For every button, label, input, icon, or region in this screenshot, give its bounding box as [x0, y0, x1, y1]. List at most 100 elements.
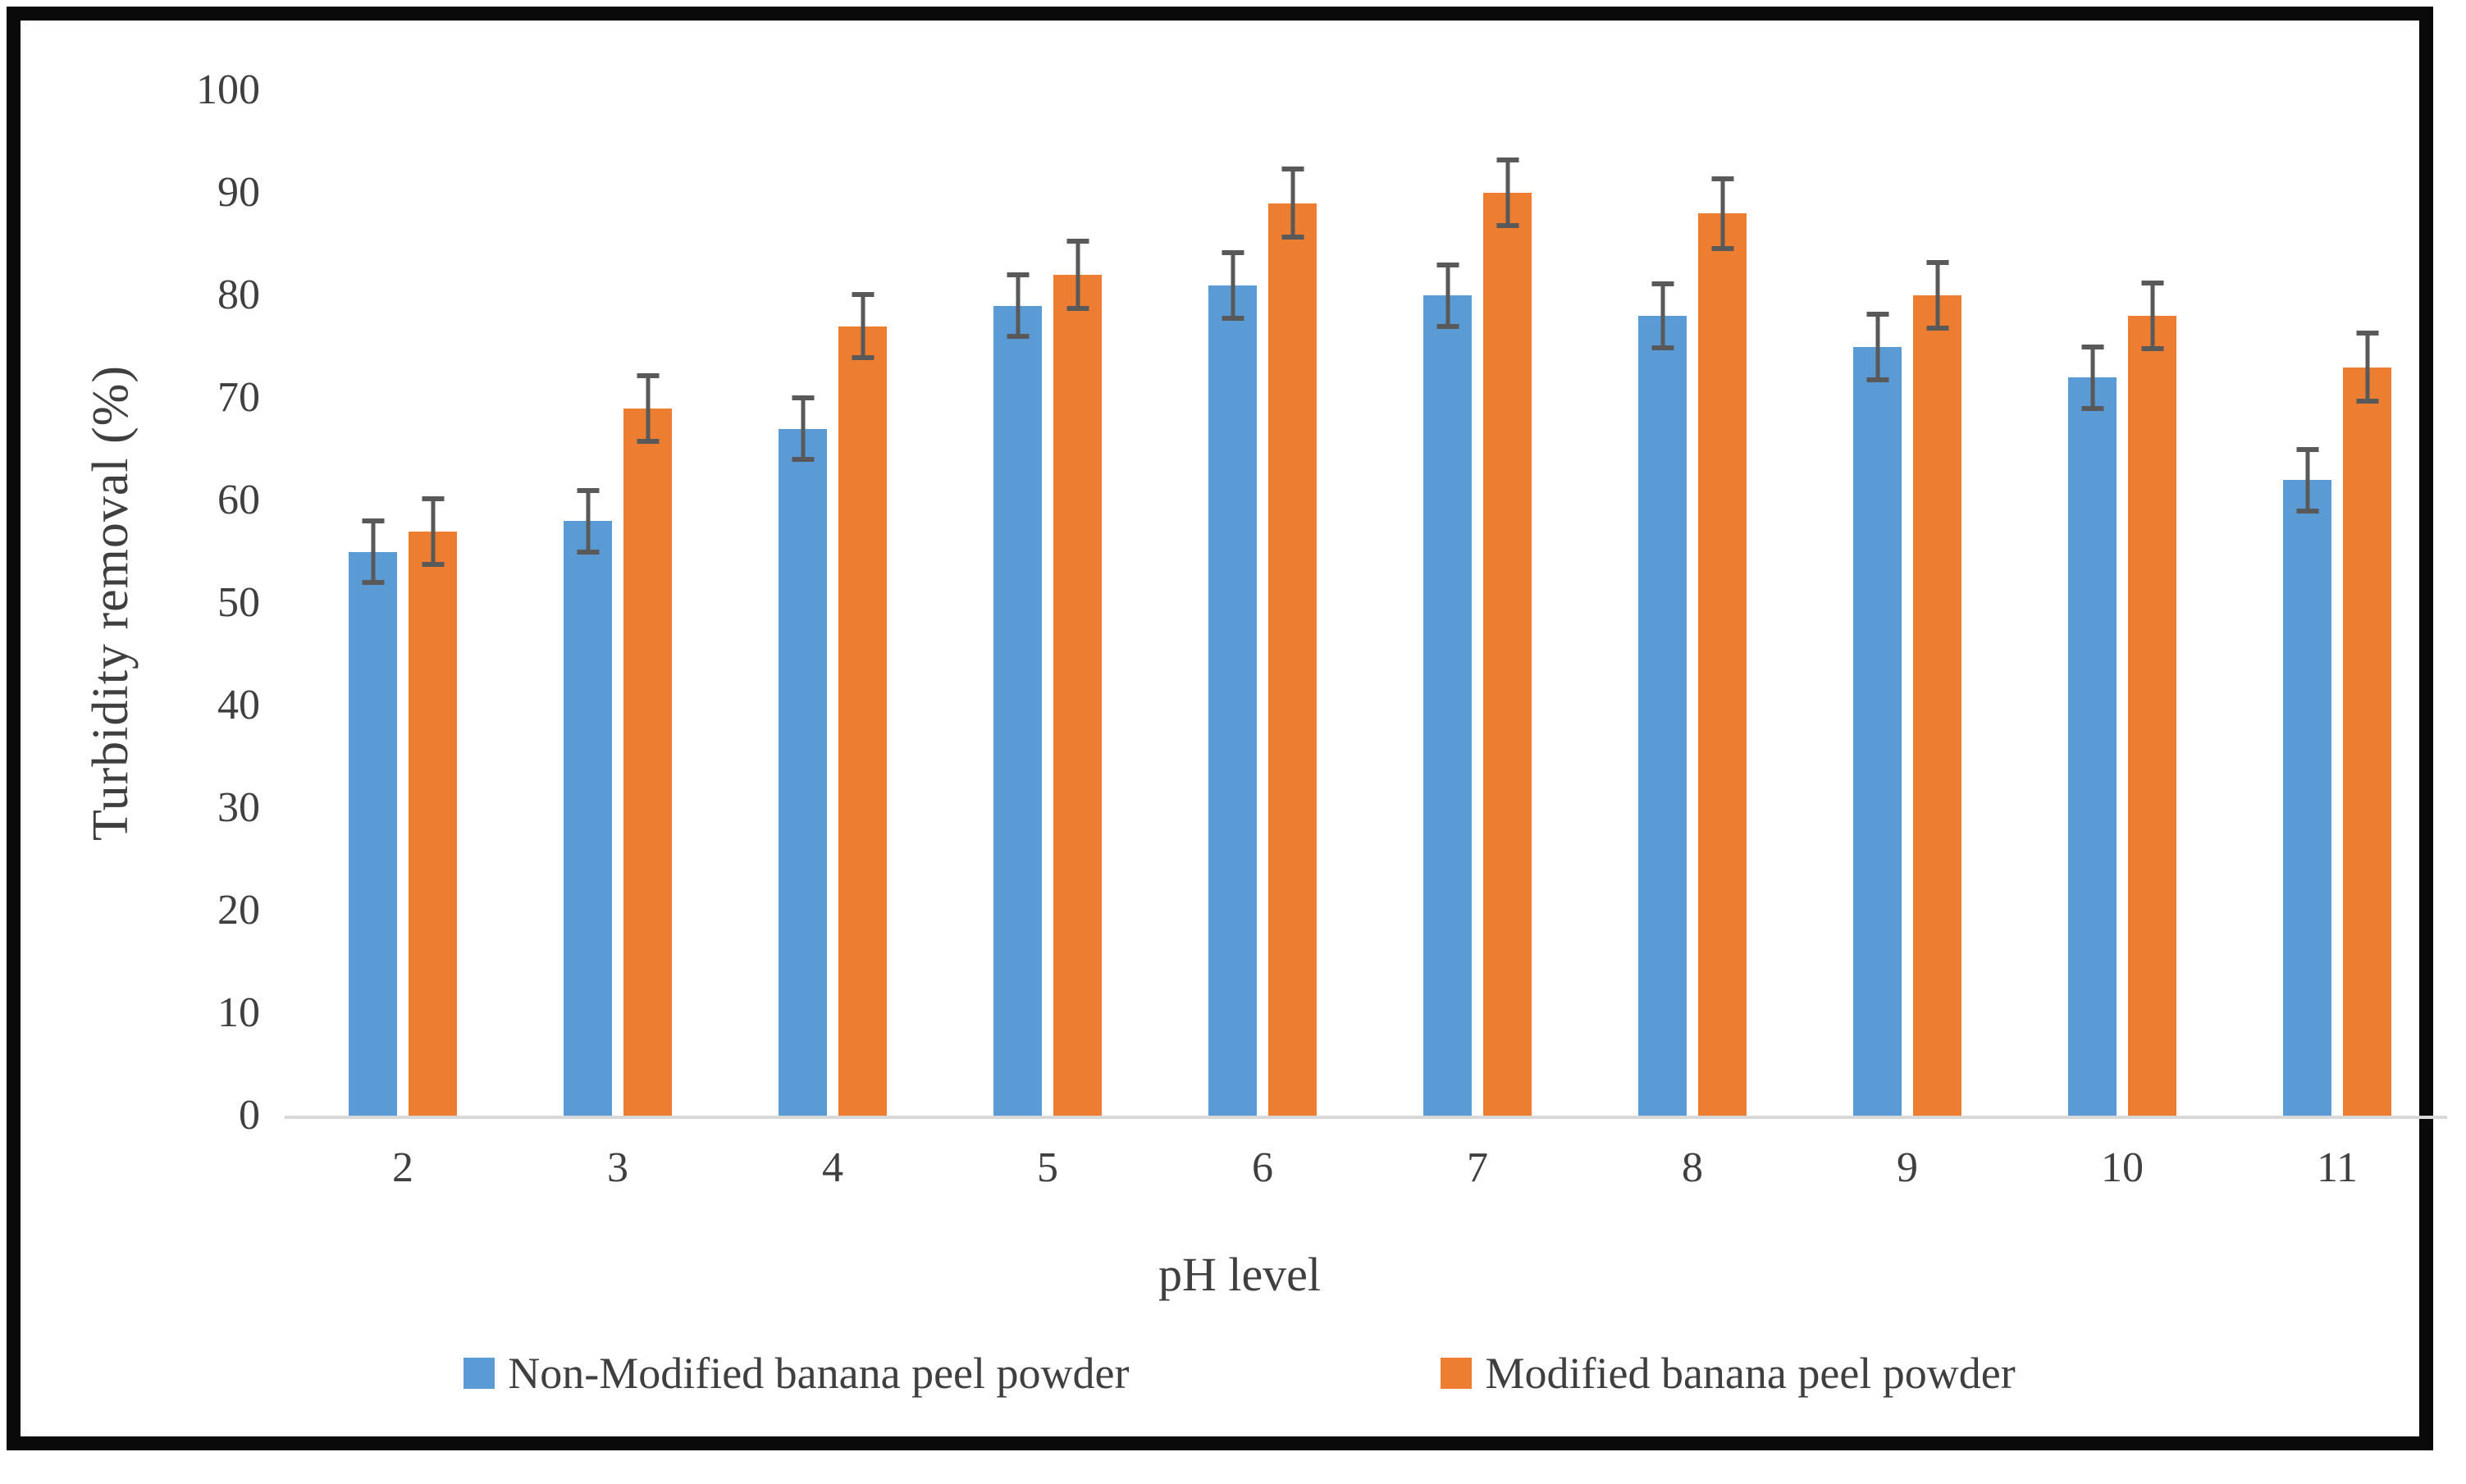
error-bar-cap-top — [1496, 158, 1518, 162]
bar-non-modified-ph-10 — [2068, 344, 2117, 1116]
legend: Non-Modified banana peel powder Modified… — [40, 1351, 2439, 1395]
error-bar-line — [1290, 169, 1295, 237]
bar-non-modified-ph-8 — [1638, 281, 1687, 1116]
bar-non-modified-ph-5 — [993, 272, 1042, 1116]
error-bar-line — [1875, 313, 1879, 380]
x-axis-line — [285, 1116, 2447, 1119]
bar-modified-ph-5 — [1053, 238, 1102, 1116]
error-bar-cap-bottom — [1496, 223, 1518, 228]
error-bar-line — [1016, 275, 1020, 336]
error-bar-cap-top — [1222, 249, 1244, 255]
error-bar-cap-bottom — [1066, 306, 1089, 312]
error-bar-cap-bottom — [1926, 326, 1948, 331]
bar-non-modified-ph-3 — [564, 487, 612, 1116]
bar-modified-ph-2 — [409, 495, 457, 1116]
bar-group-ph-4 — [725, 90, 940, 1116]
x-tick-label-8: 8 — [1682, 1144, 1703, 1191]
legend-item-modified: Modified banana peel powder — [1441, 1349, 2016, 1398]
x-tick-label-2: 2 — [392, 1144, 413, 1191]
error-bar-line — [586, 490, 590, 552]
bar-modified-ph-10 — [2128, 281, 2176, 1116]
bar-modified-ph-3 — [623, 372, 672, 1116]
bar-group-ph-3 — [510, 90, 725, 1116]
y-tick-label-50: 50 — [217, 579, 260, 626]
error-bar-cap-bottom — [362, 580, 384, 585]
error-bar-cap-bottom — [792, 457, 814, 462]
bar-group-ph-8 — [1585, 90, 1800, 1116]
x-tick-label-3: 3 — [607, 1144, 628, 1191]
legend-label-non-modified: Non-Modified banana peel powder — [508, 1349, 1130, 1398]
error-bar-cap-bottom — [637, 438, 659, 444]
error-bar-cap-bottom — [852, 355, 874, 361]
error-bar-cap-top — [637, 372, 659, 378]
y-tick-label-0: 0 — [239, 1092, 260, 1139]
bar-group-ph-6 — [1155, 90, 1370, 1116]
y-tick-label-10: 10 — [217, 989, 260, 1036]
x-tick-label-7: 7 — [1467, 1144, 1488, 1191]
error-bar-cap-bottom — [1222, 315, 1244, 321]
error-bar-cap-bottom — [1866, 377, 1888, 382]
error-bar-cap-top — [1711, 176, 1733, 181]
bar-group-ph-10 — [2015, 90, 2230, 1116]
error-bar-cap-top — [852, 291, 874, 297]
error-bar-cap-bottom — [2296, 508, 2318, 514]
error-bar-cap-top — [1007, 272, 1029, 277]
y-tick-label-30: 30 — [217, 784, 260, 831]
error-bar-line — [1660, 284, 1665, 348]
bar-group-ph-2 — [295, 90, 510, 1116]
legend-swatch-non-modified-icon — [464, 1358, 495, 1389]
bar-non-modified-ph-2 — [349, 518, 397, 1116]
bar-modified-ph-6 — [1268, 167, 1317, 1116]
error-bar-cap-bottom — [1436, 323, 1459, 329]
error-bar-cap-bottom — [577, 549, 599, 555]
x-tick-label-9: 9 — [1897, 1144, 1918, 1191]
x-axis-title: pH level — [1158, 1248, 1322, 1301]
error-bar-line — [1445, 264, 1450, 326]
error-bar-line — [2305, 449, 2309, 511]
legend-item-non-modified: Non-Modified banana peel powder — [464, 1351, 1129, 1395]
error-bar-cap-bottom — [1281, 234, 1304, 240]
y-tick-label-70: 70 — [217, 374, 260, 421]
error-bar-cap-bottom — [1007, 334, 1029, 339]
error-bar-cap-bottom — [2081, 405, 2103, 411]
error-bar-cap-bottom — [2141, 346, 2163, 351]
error-bar-line — [646, 375, 650, 441]
error-bar-cap-top — [577, 487, 599, 493]
bar-group-ph-5 — [940, 90, 1155, 1116]
x-tick-label-10: 10 — [2101, 1144, 2144, 1191]
bar-non-modified-ph-6 — [1208, 249, 1257, 1116]
error-bar-cap-top — [1281, 167, 1304, 172]
bar-group-ph-11 — [2230, 90, 2445, 1116]
error-bar-cap-bottom — [422, 561, 444, 567]
plot-area — [295, 90, 2445, 1116]
x-axis-tick-labels: 2 3 4 5 6 7 8 9 10 11 — [295, 1143, 2445, 1194]
x-tick-label-6: 6 — [1252, 1144, 1273, 1191]
error-bar-cap-top — [1926, 260, 1948, 265]
x-tick-label-5: 5 — [1037, 1144, 1058, 1191]
bar-modified-ph-8 — [1698, 176, 1747, 1116]
error-bar-cap-top — [1651, 281, 1674, 287]
error-bar-cap-top — [2081, 344, 2103, 349]
legend-swatch-modified-icon — [1441, 1358, 1473, 1389]
error-bar-cap-top — [1066, 238, 1089, 244]
error-bar-cap-top — [2141, 281, 2163, 285]
error-bar-cap-top — [422, 495, 444, 501]
error-bar-line — [1505, 160, 1509, 226]
bar-modified-ph-9 — [1913, 260, 1961, 1116]
error-bar-line — [1935, 263, 1939, 328]
x-tick-label-11: 11 — [2316, 1144, 2359, 1191]
bar-non-modified-ph-9 — [1853, 311, 1902, 1116]
error-bar-line — [1720, 178, 1724, 249]
error-bar-cap-bottom — [1651, 345, 1674, 350]
error-bar-cap-top — [2356, 331, 2378, 336]
error-bar-line — [2150, 283, 2154, 349]
error-bar-cap-bottom — [2356, 398, 2378, 404]
y-tick-label-100: 100 — [196, 66, 260, 113]
y-tick-label-90: 90 — [217, 169, 260, 216]
bar-group-ph-7 — [1370, 90, 1585, 1116]
legend-label-modified: Modified banana peel powder — [1485, 1349, 2016, 1398]
error-bar-line — [1075, 240, 1080, 309]
error-bar-line — [861, 294, 865, 358]
error-bar-cap-top — [2296, 446, 2318, 452]
